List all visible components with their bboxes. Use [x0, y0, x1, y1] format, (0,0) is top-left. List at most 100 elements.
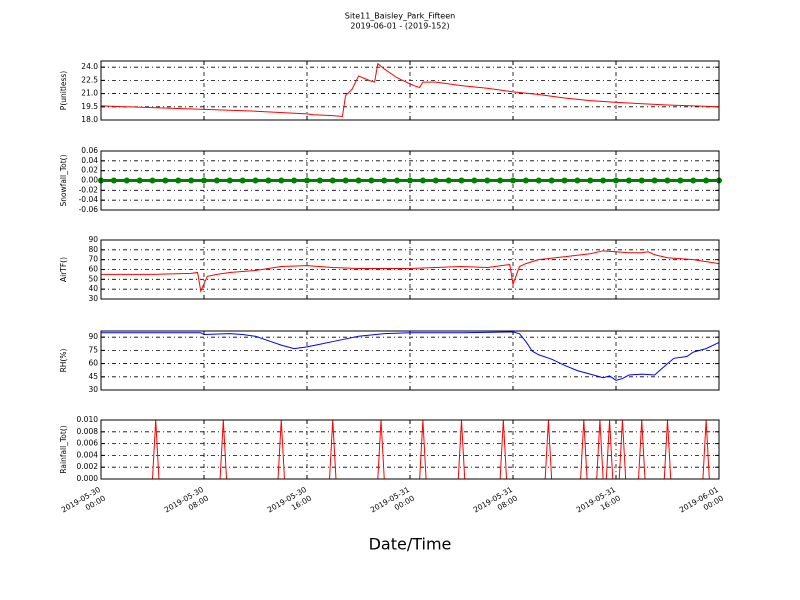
plot-frame	[100, 60, 720, 121]
y-tick-label: 70	[88, 255, 98, 264]
y-tick-label: 60	[88, 265, 98, 274]
data-point	[265, 177, 272, 184]
y-axis-label: AirTF()	[59, 257, 68, 282]
y-tick-label: 75	[88, 345, 98, 354]
data-point	[484, 177, 491, 184]
data-point	[703, 177, 710, 184]
x-tick-label: 2019-05-3116:00	[575, 485, 622, 523]
plot-frame	[100, 239, 720, 300]
y-tick-label: 0.00	[81, 176, 98, 185]
y-tick-label: 22.5	[81, 75, 98, 84]
y-tick-label: 30	[88, 294, 98, 303]
plot-frame	[100, 419, 720, 480]
data-point	[381, 177, 388, 184]
data-point	[368, 177, 375, 184]
data-point	[600, 177, 607, 184]
data-line	[101, 250, 720, 293]
y-tick-label: 40	[88, 284, 98, 293]
data-point	[162, 177, 169, 184]
x-tick-label: 2019-05-3108:00	[472, 485, 519, 523]
data-point	[201, 177, 207, 184]
y-tick-label: 0.002	[77, 462, 99, 471]
y-tick-label: 90	[88, 332, 98, 341]
x-tick-label: 2019-05-3000:00	[60, 485, 107, 523]
y-axis-label: Rainfall_Tot()	[59, 425, 68, 473]
data-point	[510, 177, 516, 184]
data-point	[548, 177, 555, 184]
data-point	[535, 177, 542, 184]
y-tick-label: -0.04	[79, 195, 99, 204]
data-point	[226, 177, 233, 184]
x-axis-label: Date/Time	[369, 535, 452, 554]
y-tick-label: 0.04	[81, 156, 98, 165]
y-axis-label: Snowfall_Tot()	[59, 154, 68, 206]
data-point	[419, 177, 426, 184]
data-point	[445, 177, 452, 184]
data-point	[394, 177, 401, 184]
data-point	[316, 177, 323, 184]
y-tick-label: 0.000	[77, 474, 99, 483]
y-tick-label: -0.06	[79, 205, 99, 214]
y-tick-label: 19.5	[81, 102, 98, 111]
chart-subtitle: 2019-06-01 - (2019-152)	[350, 22, 449, 31]
x-tick-label: 2019-05-3008:00	[163, 485, 210, 523]
data-point	[458, 177, 465, 184]
data-point	[497, 177, 504, 184]
y-tick-label: 50	[88, 274, 98, 283]
data-point	[471, 177, 478, 184]
data-point	[252, 177, 259, 184]
y-tick-label: 21.0	[81, 89, 98, 98]
data-point	[329, 177, 336, 184]
data-point	[149, 177, 156, 184]
y-axis-label: P(unitless)	[59, 71, 68, 110]
data-point	[123, 177, 130, 184]
y-tick-label: 0.004	[77, 450, 99, 459]
y-tick-label: 0.02	[81, 166, 98, 175]
x-tick-label: 2019-06-0100:00	[678, 485, 725, 523]
data-point	[110, 177, 117, 184]
data-line	[101, 331, 720, 381]
x-tick-label: 2019-05-3100:00	[369, 485, 416, 523]
plot-frame	[100, 330, 720, 391]
data-point	[188, 177, 195, 184]
data-point	[407, 177, 413, 184]
data-point	[239, 177, 246, 184]
data-line	[100, 62, 720, 118]
data-point	[213, 177, 220, 184]
y-tick-label: 24.0	[81, 62, 98, 71]
data-point	[304, 177, 310, 184]
y-tick-label: 45	[88, 372, 98, 381]
data-point	[175, 177, 182, 184]
y-tick-label: 30	[88, 385, 98, 394]
y-tick-label: 60	[88, 359, 98, 368]
chart-title: Site11_Baisley_Park_Fifteen	[345, 12, 455, 21]
data-point	[136, 177, 143, 184]
data-point	[613, 177, 619, 184]
data-point	[561, 177, 568, 184]
x-tick-label: 2019-05-3016:00	[266, 485, 313, 523]
y-tick-label: 90	[88, 235, 98, 244]
y-tick-label: 80	[88, 245, 98, 254]
data-point	[651, 177, 658, 184]
data-point	[625, 177, 632, 184]
y-axis-label: RH(%)	[59, 349, 68, 373]
y-tick-label: 0.010	[77, 415, 99, 424]
y-tick-label: 0.006	[77, 439, 99, 448]
data-point	[355, 177, 362, 184]
y-tick-label: -0.02	[79, 185, 99, 194]
data-point	[587, 177, 594, 184]
y-tick-label: 18.0	[81, 115, 98, 124]
data-point	[638, 177, 645, 184]
y-tick-label: 0.008	[77, 427, 99, 436]
y-tick-label: 0.06	[81, 146, 98, 155]
data-point	[522, 177, 529, 184]
data-point	[690, 177, 697, 184]
data-point	[342, 177, 349, 184]
data-point	[664, 177, 671, 184]
plot-frame	[100, 150, 720, 211]
data-point	[574, 177, 581, 184]
data-point	[278, 177, 285, 184]
data-point	[291, 177, 298, 184]
data-point	[677, 177, 684, 184]
